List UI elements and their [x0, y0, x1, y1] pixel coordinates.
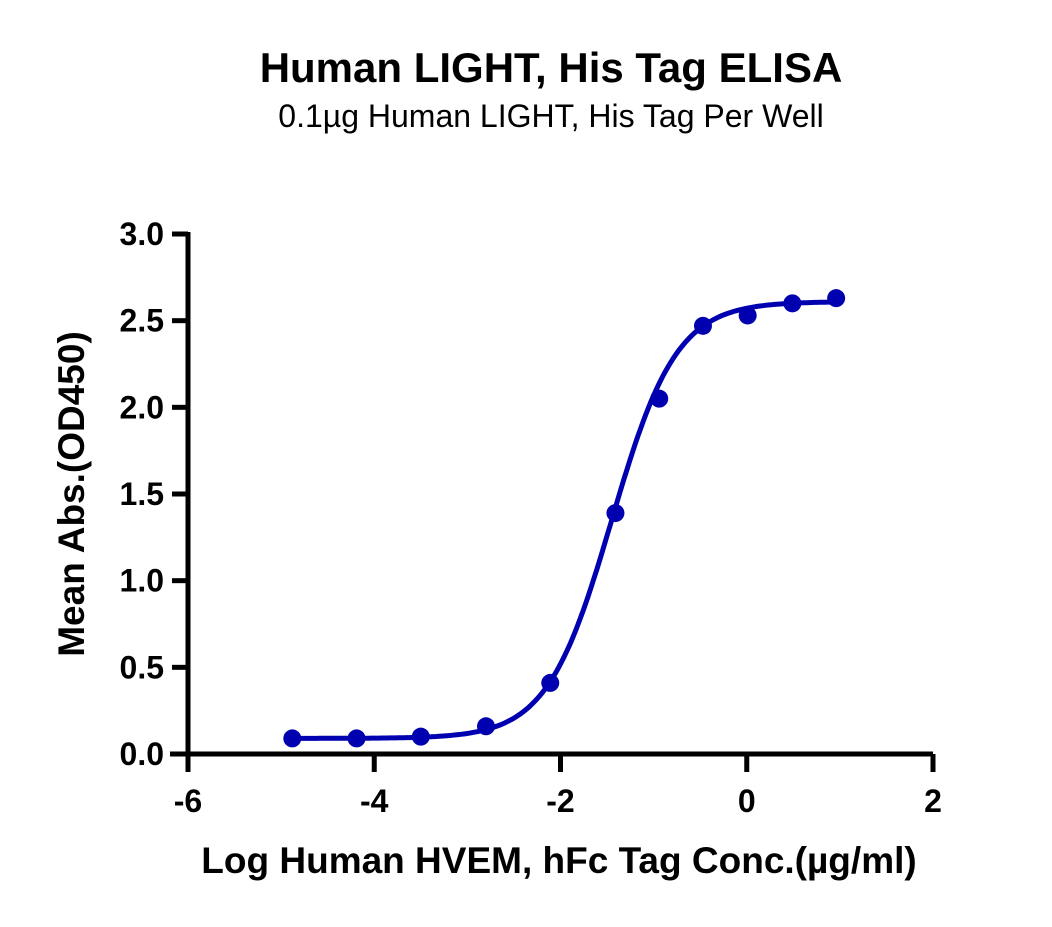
chart-subtitle: 0.1µg Human LIGHT, His Tag Per Well — [278, 98, 824, 134]
data-point — [283, 729, 302, 748]
y-axis-label: Mean Abs.(OD450) — [51, 331, 92, 657]
x-axis-label: Log Human HVEM, hFc Tag Conc.(µg/ml) — [201, 840, 916, 881]
chart-title: Human LIGHT, His Tag ELISA — [259, 44, 843, 91]
x-tick-label: 0 — [738, 783, 756, 819]
y-tick-label: 0.5 — [120, 649, 164, 685]
data-point — [411, 727, 430, 746]
y-tick-label: 3.0 — [120, 216, 164, 252]
data-point — [650, 389, 669, 408]
axes: 0.0 0.5 1.0 1.5 2.0 2.5 3.0 -6 -4 -2 0 2 — [120, 216, 942, 819]
data-point — [738, 306, 757, 325]
data-point — [827, 289, 846, 308]
x-tick-label: -6 — [174, 783, 202, 819]
data-point — [606, 504, 625, 523]
y-tick-label: 1.5 — [120, 476, 164, 512]
data-point — [347, 729, 366, 748]
data-point — [541, 673, 560, 692]
fit-curve — [292, 299, 837, 741]
x-tick-label: -2 — [546, 783, 574, 819]
y-tick-label: 2.0 — [120, 389, 164, 425]
data-point — [477, 717, 495, 736]
y-tick-label: 1.0 — [120, 563, 164, 599]
y-tick-label: 0.0 — [120, 736, 164, 772]
y-tick-label: 2.5 — [120, 303, 164, 339]
data-point — [693, 316, 712, 335]
x-tick-label: -4 — [360, 783, 389, 819]
x-tick-label: 2 — [924, 783, 942, 819]
data-point — [783, 294, 802, 313]
data-points — [283, 289, 846, 748]
